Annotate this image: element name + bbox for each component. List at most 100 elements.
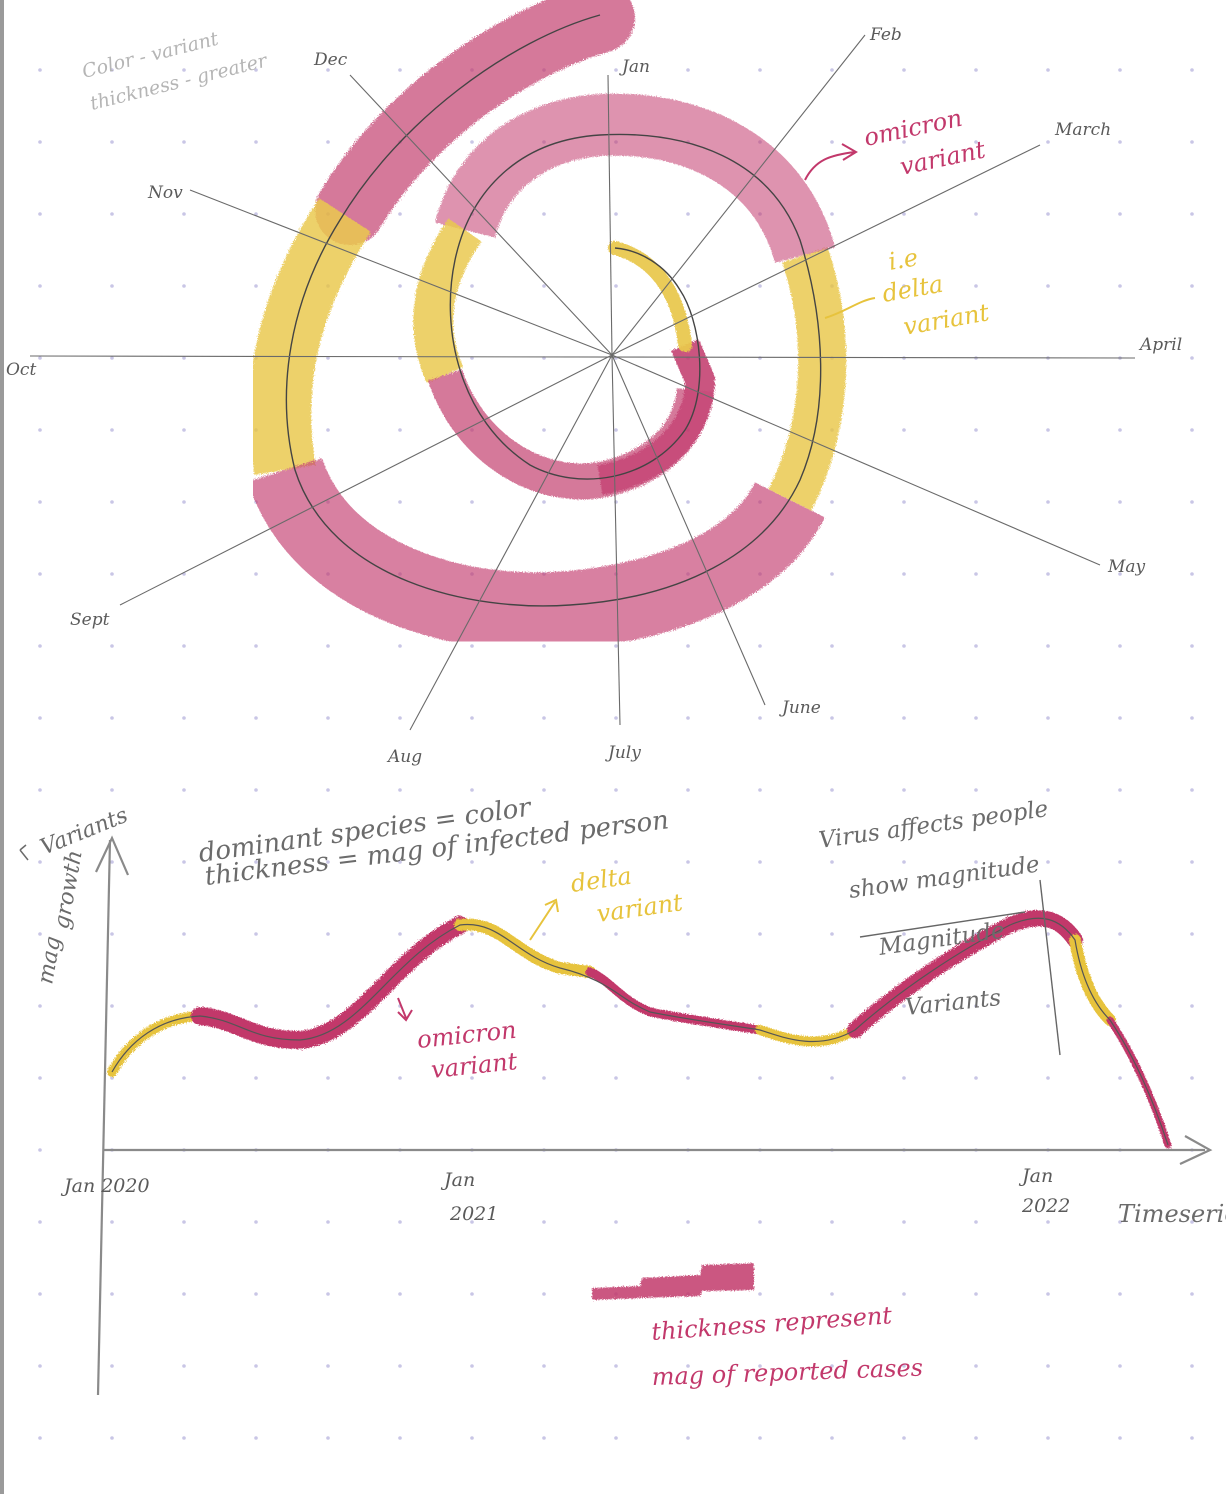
grid-dot (110, 212, 114, 216)
grid-dot (902, 716, 906, 720)
grid-dot (1190, 1004, 1194, 1008)
grid-dot (182, 428, 186, 432)
grid-dot (902, 428, 906, 432)
grid-dot (686, 1436, 690, 1440)
delta-pointer-line (824, 297, 876, 319)
month-label-sept: Sept (70, 610, 110, 630)
month-label-march: March (1054, 120, 1111, 140)
grid-dot (1118, 140, 1122, 144)
grid-dot (326, 1220, 330, 1224)
grid-dot (1118, 1220, 1122, 1224)
grid-dot (110, 644, 114, 648)
grid-dot (686, 1004, 690, 1008)
y-arrow-label-arrow (19, 844, 29, 861)
grid-dot (254, 860, 258, 864)
spiral-chart: Jan Feb March April May June July Aug Se… (6, 0, 1182, 767)
grid-dot (182, 788, 186, 792)
grid-dot (38, 1148, 42, 1152)
x-axis-title: Timeseries (1118, 1200, 1226, 1228)
grid-dot (182, 500, 186, 504)
grid-dot (758, 356, 762, 360)
grid-dot (686, 1364, 690, 1368)
spiral-outer-left-delta (249, 198, 372, 476)
grid-dot (830, 1220, 834, 1224)
grid-dot (1046, 140, 1050, 144)
grid-dot (686, 716, 690, 720)
grid-dot (182, 644, 186, 648)
grid-dot (38, 860, 42, 864)
grid-dot (1046, 932, 1050, 936)
grid-dot (974, 788, 978, 792)
grid-dot (182, 1364, 186, 1368)
grid-dot (110, 788, 114, 792)
grid-dot (398, 500, 402, 504)
right-note-underline (859, 911, 1026, 938)
grid-dot (182, 1004, 186, 1008)
grid-dot (398, 284, 402, 288)
x-tick-jan-2022-year: 2022 (1021, 1195, 1070, 1217)
grid-dot (470, 932, 474, 936)
month-label-aug: Aug (386, 747, 422, 767)
grid-dot (254, 1220, 258, 1224)
grid-dot (542, 212, 546, 216)
spiral-outer-right-delta (768, 247, 847, 511)
grid-dot (830, 500, 834, 504)
grid-dot (38, 788, 42, 792)
grid-dot (758, 284, 762, 288)
grid-dot (1118, 1364, 1122, 1368)
grid-dot (1118, 716, 1122, 720)
grid-dot (182, 1436, 186, 1440)
spiral-delta-label-line1: i.e (886, 243, 920, 276)
page-edge (0, 0, 4, 1494)
grid-dot (902, 1076, 906, 1080)
grid-dot (1046, 572, 1050, 576)
grid-dot (110, 284, 114, 288)
grid-dot (38, 644, 42, 648)
grid-dot (1118, 1004, 1122, 1008)
grid-dot (38, 1076, 42, 1080)
grid-dot (902, 1292, 906, 1296)
line-seg-delta-2 (454, 918, 596, 978)
grid-dot (326, 1364, 330, 1368)
grid-dot (398, 1292, 402, 1296)
grid-dot (902, 68, 906, 72)
grid-dot (110, 572, 114, 576)
grid-dot (398, 1364, 402, 1368)
grid-dot (830, 1436, 834, 1440)
grid-dot (1046, 716, 1050, 720)
x-tick-jan-2021-year: 2021 (449, 1203, 498, 1225)
thickness-legend-line1: thickness represent (650, 1301, 893, 1346)
grid-dot (614, 860, 618, 864)
spoke-sept (119, 354, 613, 606)
grid-dot (110, 1220, 114, 1224)
spoke-april (29, 355, 1136, 359)
grid-dot (182, 140, 186, 144)
grid-dot (1046, 1436, 1050, 1440)
grid-dot (38, 356, 42, 360)
grid-dot (110, 68, 114, 72)
grid-dot (326, 860, 330, 864)
grid-dot (902, 572, 906, 576)
grid-dot (686, 1076, 690, 1080)
grid-dot (974, 572, 978, 576)
thickness-legend: thickness represent mag of reported case… (592, 1263, 923, 1391)
grid-dot (398, 860, 402, 864)
grid-dot (110, 356, 114, 360)
grid-dot (1190, 1436, 1194, 1440)
month-label-april: April (1138, 335, 1182, 355)
grid-dot (614, 644, 618, 648)
grid-dot (542, 860, 546, 864)
grid-dot (830, 932, 834, 936)
grid-dot (902, 212, 906, 216)
x-tick-jan-2020: Jan 2020 (60, 1175, 150, 1197)
grid-dot (398, 932, 402, 936)
grid-dot (38, 1220, 42, 1224)
grid-dot (542, 1220, 546, 1224)
grid-dot (1190, 212, 1194, 216)
spiral-delta-label-line2: delta (880, 270, 945, 308)
grid-dot (398, 68, 402, 72)
line-seg-delta-4 (1069, 934, 1116, 1026)
grid-dot (614, 1220, 618, 1224)
omicron-pointer-arrow (804, 143, 858, 181)
